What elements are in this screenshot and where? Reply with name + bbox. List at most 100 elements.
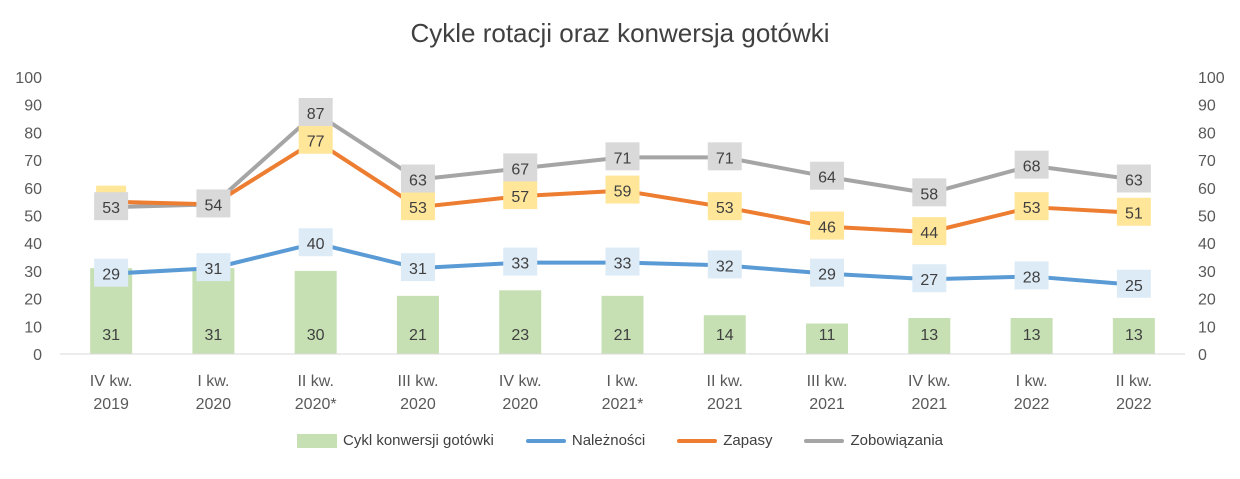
data-label-box-payables (503, 153, 538, 182)
y-left-tick-label: 100 (15, 70, 42, 87)
x-tick-label-year: 2019 (93, 396, 129, 413)
data-label-box-inventory (1014, 192, 1049, 221)
data-label-cash-cycle: 31 (205, 327, 223, 344)
data-label-box-payables (94, 192, 129, 221)
y-left-tick-label: 0 (33, 347, 42, 364)
data-label-box-inventory (400, 192, 435, 221)
data-label-receivables: 31 (409, 261, 427, 278)
chart-title: Cykle rotacji oraz konwersja gotówki (410, 18, 830, 48)
data-label-payables: 68 (1023, 159, 1041, 176)
data-label-box-payables (810, 161, 845, 190)
data-label-payables: 63 (409, 172, 427, 189)
x-tick-label-year: 2022 (1014, 396, 1050, 413)
data-label-cash-cycle: 30 (307, 327, 325, 344)
y-left-tick-label: 80 (24, 125, 42, 142)
data-label-cash-cycle: 13 (1023, 327, 1041, 344)
data-label-receivables: 29 (818, 267, 836, 284)
x-tick-label-year: 2020 (502, 396, 538, 413)
x-tick-label-year: 2020 (196, 396, 232, 413)
data-label-box-payables (298, 98, 333, 127)
legend-item-cash-cycle: Cykl konwersji gotówki (296, 432, 494, 449)
y-left-tick-label: 60 (24, 181, 42, 198)
data-label-payables: 54 (205, 197, 223, 214)
data-label-inventory: 57 (511, 189, 529, 206)
legend-item-inventory: Zapasy (677, 432, 772, 449)
y-right-tick-label: 70 (1198, 153, 1216, 170)
data-label-box-inventory (707, 192, 742, 221)
y-left-tick-label: 10 (24, 319, 42, 336)
y-right-tick-label: 40 (1198, 236, 1216, 253)
data-label-receivables: 40 (307, 236, 325, 253)
x-tick-label-quarter: II kw. (1116, 373, 1152, 390)
y-left-tick-label: 40 (24, 236, 42, 253)
x-tick-label-year: 2021 (912, 396, 948, 413)
data-label-inventory: 44 (920, 225, 938, 242)
data-label-receivables: 33 (511, 256, 529, 273)
data-label-payables: 64 (818, 170, 836, 187)
y-right-tick-label: 100 (1198, 70, 1225, 87)
x-tick-label-quarter: I kw. (1016, 373, 1048, 390)
data-label-box-inventory (1116, 197, 1151, 226)
data-label-box-inventory (912, 217, 947, 246)
data-label-box-receivables (298, 228, 333, 257)
data-label-box-inventory (298, 125, 333, 154)
bar-cash-cycle (1112, 317, 1155, 354)
data-label-receivables: 31 (205, 261, 223, 278)
x-tick-label-quarter: II kw. (297, 373, 333, 390)
x-tick-label-quarter: III kw. (807, 373, 848, 390)
bar-cash-cycle (601, 295, 644, 354)
legend-label-receivables: Należności (571, 432, 646, 449)
y-right-tick-label: 0 (1198, 347, 1207, 364)
x-tick-label-quarter: IV kw. (499, 373, 542, 390)
data-label-cash-cycle: 21 (614, 327, 632, 344)
data-label-cash-cycle: 21 (409, 327, 427, 344)
data-label-receivables: 25 (1125, 278, 1143, 295)
x-tick-label-year: 2021* (602, 396, 644, 413)
x-tick-label-year: 2020* (295, 396, 337, 413)
data-label-payables: 63 (1125, 172, 1143, 189)
y-right-tick-label: 10 (1198, 319, 1216, 336)
x-tick-label-year: 2020 (400, 396, 436, 413)
data-label-inventory: 77 (307, 134, 325, 151)
y-left-tick-label: 90 (24, 98, 42, 115)
data-label-receivables: 28 (1023, 269, 1041, 286)
data-label-inventory: 53 (1023, 200, 1041, 217)
x-tick-label-year: 2021 (809, 396, 845, 413)
bar-cash-cycle (294, 270, 337, 354)
x-tick-label-quarter: I kw. (606, 373, 638, 390)
data-label-payables: 71 (614, 150, 632, 167)
data-label-box-receivables (94, 258, 129, 287)
data-label-cash-cycle: 13 (920, 327, 938, 344)
data-label-box-receivables (400, 253, 435, 282)
data-label-inventory: 53 (409, 200, 427, 217)
data-label-box-payables (196, 189, 231, 218)
legend-label-inventory: Zapasy (723, 432, 773, 449)
legend-swatch-payables (804, 438, 845, 443)
legend-swatch-inventory (677, 438, 718, 443)
y-right-tick-label: 30 (1198, 264, 1216, 281)
x-tick-label-year: 2022 (1116, 396, 1152, 413)
data-label-box-receivables (707, 250, 742, 279)
data-label-box-receivables (503, 247, 538, 276)
data-label-payables: 71 (716, 150, 734, 167)
chart-legend: Cykl konwersji gotówki Należności Zapasy… (0, 432, 1240, 449)
data-label-inventory: 51 (1125, 206, 1143, 223)
data-label-payables: 53 (102, 200, 120, 217)
legend-item-receivables: Należności (525, 432, 646, 449)
bar-cash-cycle (908, 317, 951, 354)
data-label-box-inventory (810, 211, 845, 240)
data-label-receivables: 29 (102, 267, 120, 284)
bar-cash-cycle (703, 315, 746, 354)
data-label-cash-cycle: 13 (1125, 327, 1143, 344)
x-tick-label-quarter: I kw. (197, 373, 229, 390)
bar-cash-cycle (1010, 317, 1053, 354)
data-label-inventory: 53 (716, 200, 734, 217)
legend-item-payables: Zobowiązania (804, 432, 943, 449)
x-tick-label-quarter: IV kw. (90, 373, 133, 390)
y-right-tick-label: 60 (1198, 181, 1216, 198)
data-label-payables: 58 (920, 186, 938, 203)
data-label-cash-cycle: 11 (819, 327, 836, 344)
y-right-tick-label: 80 (1198, 125, 1216, 142)
